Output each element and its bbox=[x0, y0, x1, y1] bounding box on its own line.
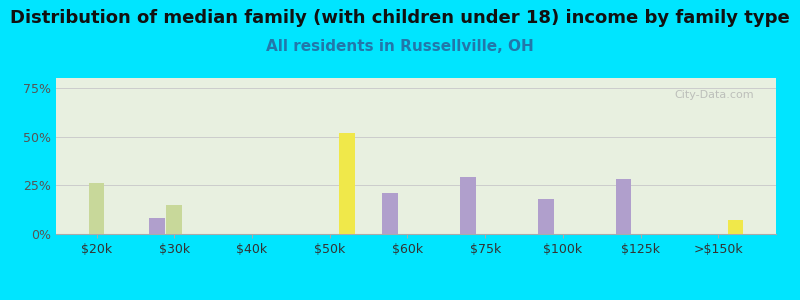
Text: City-Data.com: City-Data.com bbox=[674, 91, 754, 100]
Bar bbox=[538, 199, 554, 234]
Bar bbox=[150, 218, 165, 234]
Bar bbox=[89, 183, 105, 234]
Bar bbox=[727, 220, 743, 234]
Legend: Married couple, Male, no wife, Female, no husband: Married couple, Male, no wife, Female, n… bbox=[197, 299, 635, 300]
Bar bbox=[382, 193, 398, 234]
Bar bbox=[460, 177, 476, 234]
Bar bbox=[616, 179, 631, 234]
Text: Distribution of median family (with children under 18) income by family type: Distribution of median family (with chil… bbox=[10, 9, 790, 27]
Bar bbox=[339, 133, 354, 234]
Bar bbox=[166, 205, 182, 234]
Text: All residents in Russellville, OH: All residents in Russellville, OH bbox=[266, 39, 534, 54]
